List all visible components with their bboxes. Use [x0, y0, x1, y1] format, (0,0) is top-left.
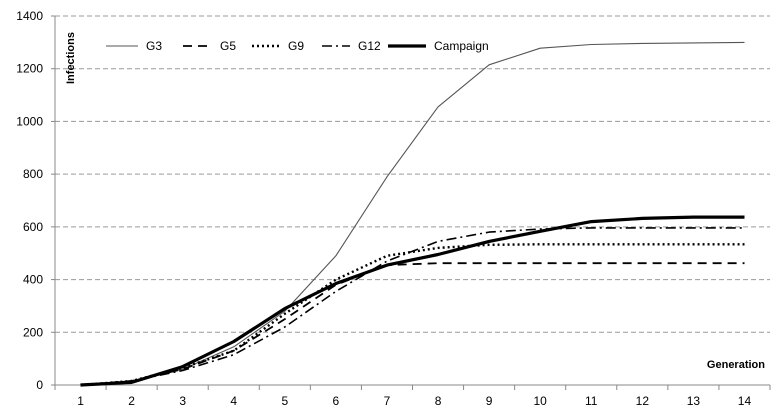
y-tick-label: 200	[23, 325, 43, 339]
y-tick-label: 400	[23, 273, 43, 287]
y-tick-label: 1000	[16, 114, 43, 128]
grid-lines	[55, 15, 770, 333]
x-tick-label: 6	[333, 394, 340, 408]
x-tick-label: 4	[230, 394, 237, 408]
legend-label: Campaign	[434, 39, 489, 53]
x-tick-label: 1	[77, 394, 84, 408]
x-tick-label: 12	[636, 394, 650, 408]
legend-label: G3	[146, 39, 162, 53]
series-line-g9	[80, 243, 745, 387]
y-tick-labels: 0 200 400 600 800 1000 1200 1400	[16, 9, 43, 392]
series-line-g5	[80, 262, 745, 386]
y-tick-label: 600	[23, 220, 43, 234]
x-axis: 1 2 3 4 5 6 7 8 9 10 11 12 13 14	[51, 15, 771, 408]
legend: G3 G5 G9 G12 Campaign	[106, 39, 489, 53]
series-line-g3	[80, 41, 745, 386]
x-tick-label: 10	[533, 394, 547, 408]
x-tick-label: 7	[384, 394, 391, 408]
y-tick-label: 0	[36, 378, 43, 392]
legend-label: G5	[220, 39, 236, 53]
legend-label: G9	[288, 39, 304, 53]
x-tick-label: 5	[281, 394, 288, 408]
y-tick-label: 1400	[16, 9, 43, 23]
x-tick-label: 9	[486, 394, 493, 408]
x-axis-label: Generation	[707, 359, 765, 371]
x-tick-label: 8	[435, 394, 442, 408]
x-tick-label: 2	[128, 394, 135, 408]
y-axis-label: Infections	[65, 32, 77, 84]
y-tick-label: 800	[23, 167, 43, 181]
x-tick-label: 11	[585, 394, 598, 408]
x-tick-label: 14	[738, 394, 752, 408]
legend-label: G12	[358, 39, 381, 53]
series-line-campaign	[80, 215, 745, 387]
x-tick-label: 3	[179, 394, 186, 408]
x-tick-label: 13	[687, 394, 701, 408]
series-line-g12	[80, 227, 745, 386]
series-lines	[80, 41, 745, 387]
y-tick-label: 1200	[16, 62, 43, 76]
